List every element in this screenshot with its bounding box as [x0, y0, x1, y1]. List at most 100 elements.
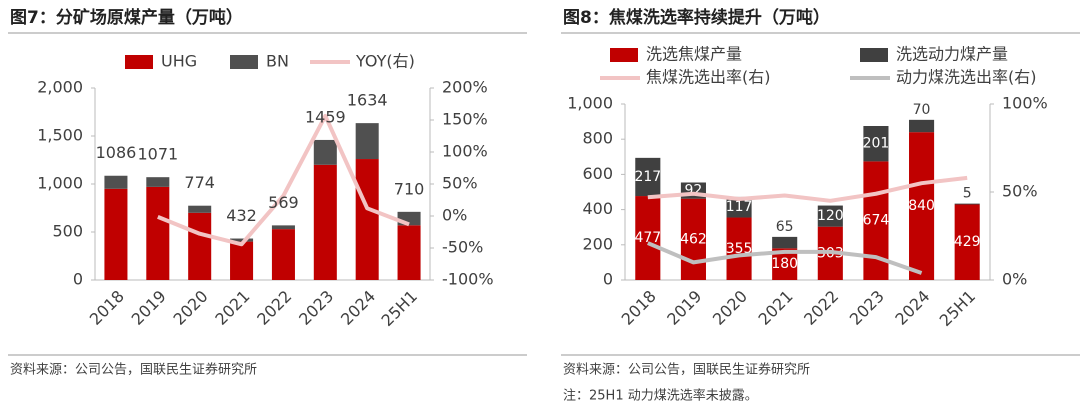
x-tick-label: 2024 — [337, 287, 379, 329]
bar-segment — [188, 212, 212, 280]
bar-segment — [397, 225, 421, 280]
bar-segment — [104, 188, 128, 280]
bar-segment — [726, 217, 752, 280]
bar-segment — [313, 139, 337, 165]
x-tick-label: 2019 — [128, 287, 170, 329]
x-tick-label: 2021 — [754, 287, 796, 329]
y-tick-label: 200 — [582, 234, 613, 253]
y2-tick-label: 0% — [442, 206, 467, 225]
bar-segment — [146, 177, 170, 187]
x-tick-label: 2022 — [253, 287, 295, 329]
line — [647, 175, 968, 203]
total-label: 1071 — [137, 145, 178, 164]
bar-segment — [954, 203, 980, 205]
x-tick-label: 2022 — [800, 287, 842, 329]
source: 资料来源：公司公告，国联民生证券研究所 — [10, 362, 257, 378]
data-label: 429 — [954, 234, 981, 250]
y2-tick-label: 200% — [442, 78, 488, 97]
x-tick-label: 25H1 — [936, 287, 980, 331]
y-tick-label: 2,000 — [37, 78, 83, 97]
legend-label: BN — [266, 52, 289, 71]
y-tick-label: 1,000 — [567, 94, 613, 113]
legend-label: 洗选动力煤产量 — [896, 45, 1008, 64]
x-tick-label: 2020 — [709, 287, 751, 329]
x-tick-label: 2021 — [211, 287, 253, 329]
x-tick-label: 2018 — [86, 287, 128, 329]
data-label: 180 — [771, 256, 798, 272]
total-label: 710 — [394, 179, 425, 198]
data-label: 65 — [776, 219, 794, 235]
x-tick-label: 2020 — [169, 287, 211, 329]
y-tick-label: 1,500 — [37, 126, 83, 145]
total-label: 774 — [184, 173, 215, 192]
bar-segment — [680, 198, 706, 280]
y-tick-label: 500 — [52, 222, 83, 241]
data-label: 117 — [726, 199, 753, 215]
data-label: 840 — [908, 198, 935, 214]
source: 资料来源：公司公告，国联民生证券研究所 — [563, 362, 810, 378]
total-label: 1634 — [347, 91, 388, 110]
bar-segment — [146, 186, 170, 280]
y2-tick-label: 100% — [1002, 94, 1048, 113]
y2-tick-label: 150% — [442, 110, 488, 129]
data-label: 462 — [680, 231, 707, 247]
x-tick-label: 2018 — [618, 287, 660, 329]
legend-swatch — [860, 48, 888, 62]
bar-segment — [271, 225, 295, 230]
total-label: 432 — [226, 206, 257, 225]
x-tick-label: 2024 — [891, 287, 933, 329]
chart-title: 图7：分矿场原煤产量（万吨） — [10, 7, 243, 28]
bar-segment — [772, 236, 798, 249]
data-label: 5 — [963, 186, 972, 202]
data-label: 120 — [817, 208, 844, 224]
data-label: 674 — [863, 213, 890, 229]
data-label: 477 — [634, 230, 661, 246]
total-label: 1459 — [305, 107, 346, 126]
bar-segment — [817, 205, 843, 227]
y-tick-label: 400 — [582, 199, 613, 218]
y-tick-label: 600 — [582, 164, 613, 183]
y-tick-label: 0 — [603, 270, 613, 289]
bar-segment — [188, 205, 212, 213]
legend-label: 动力煤洗选出率(右) — [896, 68, 1037, 87]
y2-tick-label: 100% — [442, 142, 488, 161]
total-label: 1086 — [96, 143, 137, 162]
bar-segment — [230, 241, 254, 280]
x-tick-label: 2019 — [663, 287, 705, 329]
bar-segment — [909, 119, 935, 133]
legend-swatch — [230, 55, 258, 69]
y2-tick-label: 50% — [442, 174, 478, 193]
bar-segment — [954, 204, 980, 280]
legend-swatch — [125, 55, 153, 69]
x-tick-label: 2023 — [295, 287, 337, 329]
line — [647, 241, 923, 275]
total-label: 569 — [268, 193, 299, 212]
bar-segment — [635, 196, 661, 280]
x-tick-label: 2023 — [846, 287, 888, 329]
data-label: 70 — [913, 102, 931, 118]
legend-label: YOY(右) — [355, 52, 415, 71]
line — [157, 113, 410, 247]
bar-segment — [635, 157, 661, 197]
bar-segment — [355, 159, 379, 280]
legend-label: 洗选焦煤产量 — [646, 45, 742, 64]
bar-segment — [104, 175, 128, 189]
bar-segment — [355, 123, 379, 160]
legend-label: 焦煤洗选出率(右) — [646, 68, 771, 87]
x-tick-label: 25H1 — [378, 287, 422, 331]
bar-segment — [230, 238, 254, 242]
legend-label: UHG — [161, 52, 197, 71]
bar-segment — [863, 126, 889, 162]
y-tick-label: 1,000 — [37, 174, 83, 193]
y2-tick-label: -50% — [442, 238, 483, 257]
data-label: 355 — [726, 241, 753, 257]
data-label: 201 — [863, 136, 890, 152]
y2-tick-label: 0% — [1002, 270, 1027, 289]
y2-tick-label: 50% — [1002, 182, 1038, 201]
y2-tick-label: -100% — [442, 270, 494, 289]
bar-segment — [726, 196, 752, 218]
y-tick-label: 0 — [73, 270, 83, 289]
bar-segment — [313, 164, 337, 280]
y-tick-label: 800 — [582, 129, 613, 148]
